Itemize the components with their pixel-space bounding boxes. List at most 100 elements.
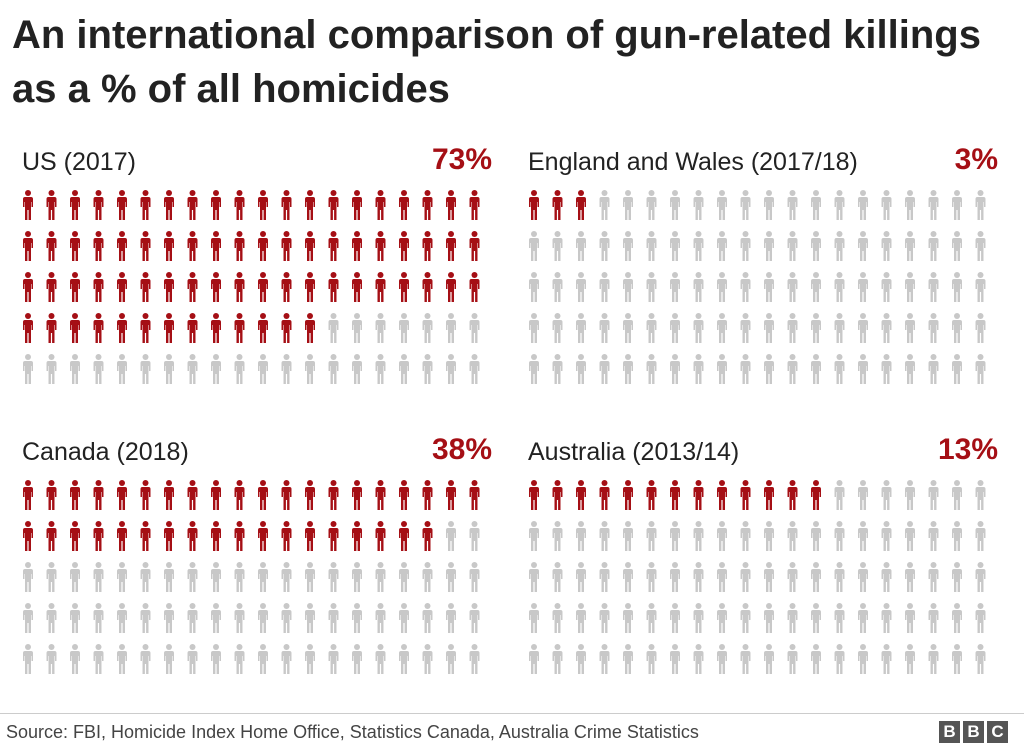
person-icon <box>787 521 798 551</box>
person-icon <box>46 354 57 384</box>
person-icon <box>975 480 986 510</box>
person-icon <box>328 644 339 674</box>
person-icon-highlighted <box>46 231 57 261</box>
person-icon-highlighted <box>446 231 456 261</box>
person-icon <box>529 603 539 633</box>
person-icon-highlighted <box>258 272 268 302</box>
person-icon-highlighted <box>399 521 409 551</box>
person-icon <box>399 562 409 592</box>
person-icon <box>881 480 892 510</box>
person-icon <box>599 190 610 220</box>
person-icon <box>858 272 868 302</box>
person-icon-highlighted <box>623 480 633 510</box>
person-icon <box>811 521 821 551</box>
person-icon <box>858 231 868 261</box>
person-icon <box>928 272 939 302</box>
person-icon <box>164 644 174 674</box>
person-icon-highlighted <box>46 521 57 551</box>
person-icon-highlighted <box>305 313 315 343</box>
person-icon <box>187 562 198 592</box>
person-icon <box>140 603 151 633</box>
panel-value: 13% <box>937 433 998 466</box>
person-icon <box>211 354 221 384</box>
person-icon <box>352 603 362 633</box>
person-icon <box>740 562 751 592</box>
person-icon-highlighted <box>670 480 680 510</box>
person-icon <box>975 354 986 384</box>
person-icon <box>422 313 433 343</box>
person-icon-highlighted <box>23 272 33 302</box>
person-icon <box>234 562 245 592</box>
person-icon <box>858 313 868 343</box>
person-icon <box>787 231 798 261</box>
person-icon <box>529 644 539 674</box>
person-icon <box>646 354 657 384</box>
person-icon-highlighted <box>422 272 433 302</box>
icon-grid <box>23 480 480 674</box>
person-icon <box>764 231 774 261</box>
panel-canada: Canada (2018) 38% <box>22 433 492 676</box>
person-icon <box>646 603 657 633</box>
person-icon <box>740 354 751 384</box>
person-icon <box>693 354 704 384</box>
person-icon <box>740 313 751 343</box>
person-icon <box>764 521 774 551</box>
person-icon-highlighted <box>23 190 33 220</box>
person-icon-highlighted <box>469 231 480 261</box>
person-icon <box>740 644 751 674</box>
person-icon <box>328 354 339 384</box>
person-icon <box>905 644 915 674</box>
person-icon <box>469 313 480 343</box>
icon-grid <box>23 190 480 384</box>
person-icon-highlighted <box>576 480 586 510</box>
person-icon <box>281 562 292 592</box>
person-icon-highlighted <box>811 480 821 510</box>
person-icon <box>552 521 563 551</box>
person-icon <box>529 562 539 592</box>
person-icon <box>211 562 221 592</box>
person-icon-highlighted <box>23 313 33 343</box>
person-icon <box>693 190 704 220</box>
person-icon <box>811 644 821 674</box>
person-icon <box>905 354 915 384</box>
person-icon <box>446 644 456 674</box>
person-icon-highlighted <box>446 272 456 302</box>
person-icon <box>693 313 704 343</box>
person-icon <box>422 644 433 674</box>
person-icon-highlighted <box>23 231 33 261</box>
panel-label: England and Wales (2017/18) <box>528 148 858 176</box>
person-icon-highlighted <box>258 231 268 261</box>
person-icon <box>834 313 845 343</box>
person-icon <box>717 231 727 261</box>
person-icon <box>328 313 339 343</box>
person-icon <box>529 313 539 343</box>
footer-divider <box>0 713 1024 714</box>
person-icon <box>375 644 386 674</box>
person-icon-highlighted <box>328 521 339 551</box>
person-icon <box>234 354 245 384</box>
person-icon-highlighted <box>787 480 798 510</box>
person-icon-highlighted <box>140 521 151 551</box>
person-icon <box>446 603 456 633</box>
person-icon-highlighted <box>46 272 57 302</box>
person-icon <box>281 644 292 674</box>
person-icon <box>881 603 892 633</box>
person-icon-highlighted <box>258 190 268 220</box>
person-icon <box>187 603 198 633</box>
person-icon-highlighted <box>552 480 563 510</box>
person-icon-highlighted <box>46 190 57 220</box>
person-icon <box>446 562 456 592</box>
person-icon <box>670 272 680 302</box>
person-icon <box>740 272 751 302</box>
person-icon <box>787 603 798 633</box>
person-icon <box>623 354 633 384</box>
person-icon <box>764 313 774 343</box>
person-icon <box>375 354 386 384</box>
person-icon <box>787 354 798 384</box>
person-icon <box>858 521 868 551</box>
person-icon-highlighted <box>211 521 221 551</box>
person-icon <box>576 313 586 343</box>
person-icon <box>834 354 845 384</box>
person-icon-highlighted <box>117 231 127 261</box>
person-icon <box>140 354 151 384</box>
